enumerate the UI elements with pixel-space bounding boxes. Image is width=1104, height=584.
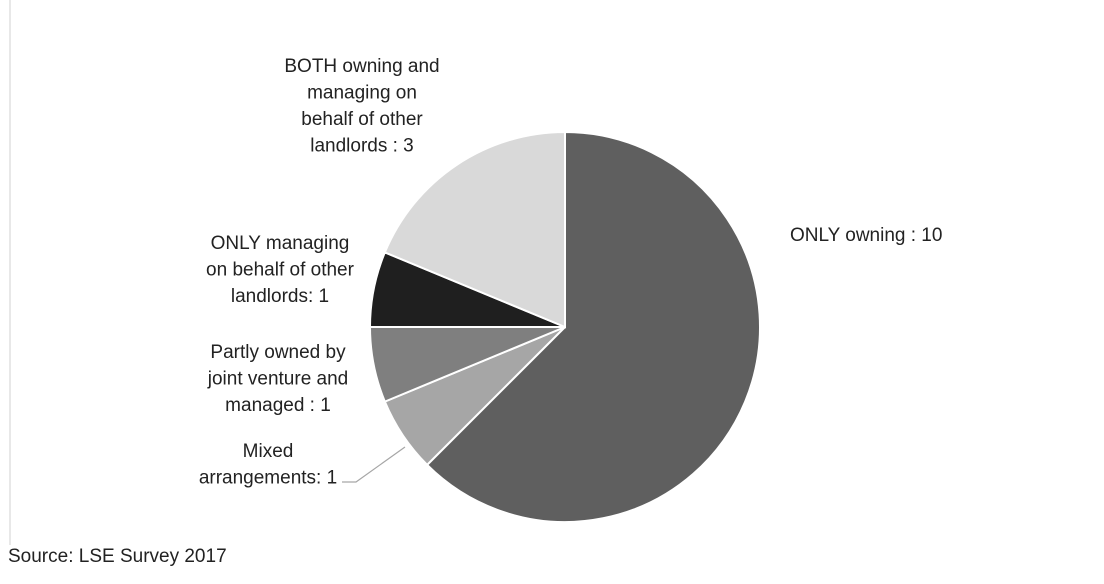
- source-note: Source: LSE Survey 2017: [8, 546, 227, 567]
- slice-label: BOTH owning and: [284, 56, 439, 77]
- slice-label: landlords: 1: [231, 286, 329, 307]
- leader-line: [342, 446, 406, 483]
- slice-label: behalf of other: [301, 109, 423, 130]
- slice-label: joint venture and: [207, 369, 349, 390]
- pie-slice: [425, 130, 761, 523]
- slice-label: Mixed: [243, 441, 294, 462]
- slice-label: managing on: [307, 83, 417, 104]
- slice-label: managed : 1: [225, 395, 331, 416]
- slice-label: landlords : 3: [310, 136, 414, 157]
- pie-slice: [383, 130, 566, 329]
- slice-label: ONLY managing: [211, 233, 350, 254]
- slice-label: arrangements: 1: [199, 468, 337, 489]
- slice-label: ONLY owning : 10: [790, 225, 942, 246]
- slice-label: on behalf of other: [206, 260, 355, 281]
- slice-label: Partly owned by: [210, 342, 346, 363]
